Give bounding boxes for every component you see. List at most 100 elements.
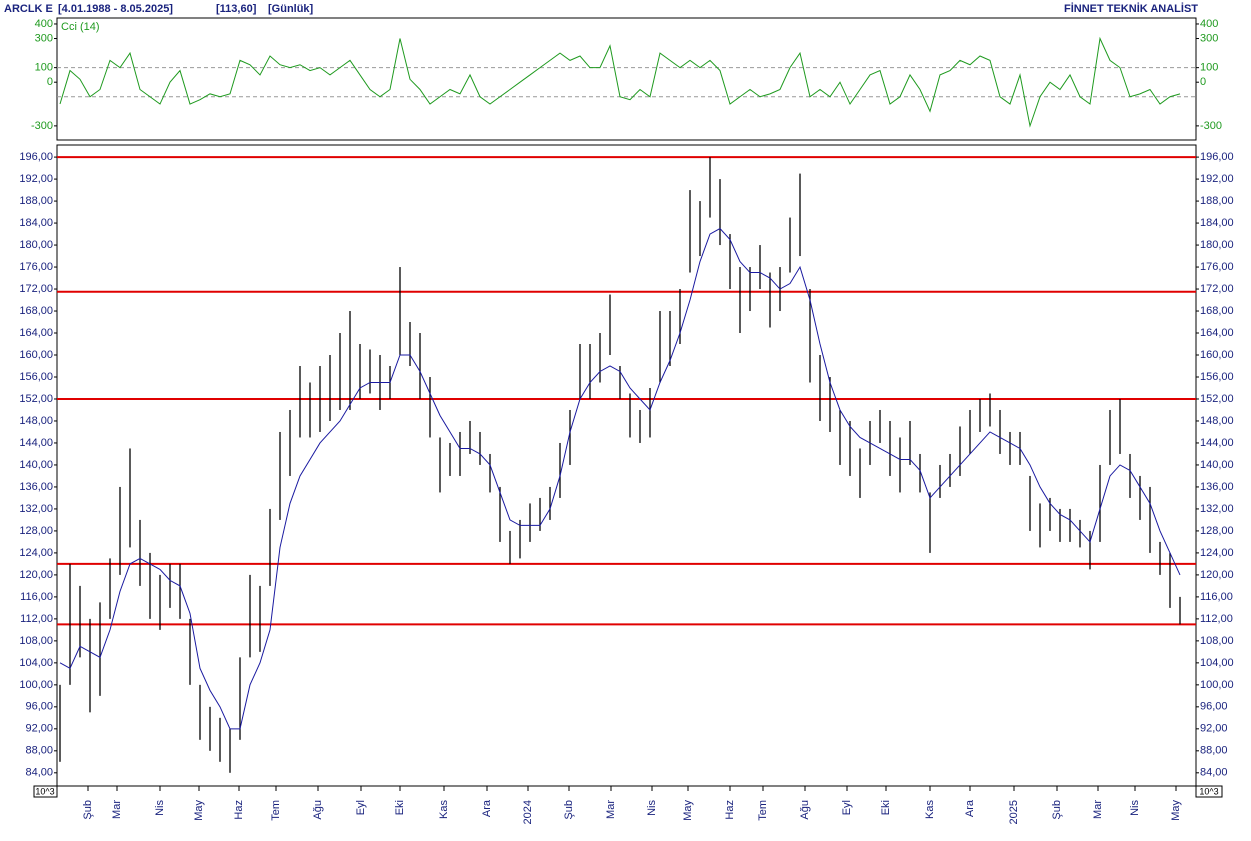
y-tick-label: 96,00 — [1200, 701, 1228, 713]
x-tick-label: Şub — [1051, 800, 1063, 820]
scale-box — [1195, 785, 1223, 798]
x-tick-label: Kas — [438, 800, 450, 819]
y-tick-label: 160,00 — [1200, 349, 1234, 361]
x-tick-label: Haz — [724, 800, 736, 820]
scale-label: 10^3 — [1199, 786, 1218, 796]
x-tick-label: Mar — [111, 800, 123, 819]
y-tick-label: 84,00 — [25, 767, 53, 779]
y-tick-label: 176,00 — [1200, 261, 1234, 273]
y-tick-label: 148,00 — [19, 415, 53, 427]
x-tick-label: Mar — [1092, 800, 1104, 819]
y-tick-label: 148,00 — [1200, 415, 1234, 427]
y-tick-label: 0 — [47, 76, 53, 88]
y-tick-label: 152,00 — [19, 393, 53, 405]
x-tick-label: Şub — [82, 800, 94, 820]
y-tick-label: 100,00 — [19, 679, 53, 691]
date-range: [4.01.1988 - 8.05.2025] — [58, 3, 173, 15]
x-tick-label: May — [682, 800, 694, 821]
y-tick-label: 180,00 — [19, 239, 53, 251]
y-tick-label: 92,00 — [1200, 723, 1228, 735]
y-tick-label: 104,00 — [1200, 657, 1234, 669]
y-tick-label: 400 — [35, 18, 53, 30]
y-tick-label: 112,00 — [20, 613, 53, 625]
y-tick-label: 120,00 — [19, 569, 53, 581]
y-tick-label: 100,00 — [1200, 679, 1234, 691]
y-tick-label: 300 — [1200, 32, 1218, 44]
y-tick-label: -300 — [1200, 120, 1222, 132]
y-tick-label: 124,00 — [1200, 547, 1234, 559]
cci-panel — [56, 17, 1197, 141]
y-tick-label: 192,00 — [19, 173, 53, 185]
y-tick-label: 400 — [1200, 18, 1218, 30]
x-tick-label: Eki — [880, 800, 892, 815]
x-tick-label: Eyl — [355, 800, 367, 815]
y-tick-label: 128,00 — [1200, 525, 1234, 537]
y-tick-label: 184,00 — [19, 217, 53, 229]
y-tick-label: 140,00 — [1200, 459, 1234, 471]
x-tick-label: May — [193, 800, 205, 821]
y-tick-label: 136,00 — [19, 481, 53, 493]
x-tick-label: Eyl — [841, 800, 853, 815]
y-tick-label: 164,00 — [1200, 327, 1234, 339]
y-tick-label: 100 — [35, 62, 53, 74]
x-tick-label: Ara — [481, 799, 493, 817]
y-tick-label: 132,00 — [1200, 503, 1234, 515]
y-tick-label: 144,00 — [1200, 437, 1234, 449]
last-price: [113,60] — [216, 3, 257, 15]
x-tick-label: 2025 — [1008, 800, 1020, 824]
y-tick-label: 192,00 — [1200, 173, 1234, 185]
y-tick-label: 188,00 — [1200, 195, 1234, 207]
x-tick-label: Ağu — [799, 800, 811, 820]
y-tick-label: 196,00 — [19, 151, 53, 163]
y-tick-label: 136,00 — [1200, 481, 1234, 493]
scale-label: 10^3 — [35, 786, 54, 796]
y-tick-label: 172,00 — [1200, 283, 1234, 295]
x-tick-label: Eki — [394, 800, 406, 815]
y-tick-label: 196,00 — [1200, 151, 1234, 163]
x-tick-label: Haz — [233, 800, 245, 820]
y-tick-label: 128,00 — [19, 525, 53, 537]
x-tick-label: Tem — [270, 800, 282, 821]
y-tick-label: 152,00 — [1200, 393, 1234, 405]
cci-label: Cci (14) — [61, 21, 100, 33]
y-tick-label: 168,00 — [19, 305, 53, 317]
y-tick-label: 188,00 — [19, 195, 53, 207]
y-tick-label: 116,00 — [20, 591, 53, 603]
y-tick-label: 108,00 — [19, 635, 53, 647]
cci-line — [59, 36, 1181, 128]
price-panel — [56, 144, 1197, 787]
x-tick-label: Ara — [964, 799, 976, 817]
y-tick-label: 92,00 — [25, 723, 53, 735]
x-tick-label: Şub — [563, 800, 575, 820]
y-tick-label: 0 — [1200, 76, 1206, 88]
y-tick-label: 108,00 — [1200, 635, 1234, 647]
y-tick-label: 180,00 — [1200, 239, 1234, 251]
y-tick-label: -300 — [31, 120, 53, 132]
y-tick-label: 300 — [35, 32, 53, 44]
y-tick-label: 140,00 — [19, 459, 53, 471]
x-tick-label: Ağu — [312, 800, 324, 820]
y-tick-label: 112,00 — [1200, 613, 1233, 625]
y-tick-label: 116,00 — [1200, 591, 1233, 603]
y-tick-label: 144,00 — [19, 437, 53, 449]
x-tick-label: Mar — [605, 800, 617, 819]
x-tick-label: Kas — [924, 800, 936, 819]
y-tick-label: 164,00 — [19, 327, 53, 339]
period: [Günlük] — [268, 3, 314, 15]
y-tick-label: 156,00 — [19, 371, 53, 383]
y-tick-label: 172,00 — [19, 283, 53, 295]
symbol: ARCLK E — [4, 3, 53, 15]
y-tick-label: 132,00 — [19, 503, 53, 515]
x-tick-label: 2024 — [522, 800, 534, 824]
y-tick-label: 124,00 — [19, 547, 53, 559]
y-tick-label: 160,00 — [19, 349, 53, 361]
x-tick-label: Nis — [154, 800, 166, 816]
y-tick-label: 100 — [1200, 62, 1218, 74]
x-tick-label: Nis — [646, 800, 658, 816]
vendor: FİNNET TEKNİK ANALİST — [1064, 2, 1198, 15]
x-tick-label: May — [1170, 800, 1182, 821]
y-tick-label: 184,00 — [1200, 217, 1234, 229]
y-tick-label: 156,00 — [1200, 371, 1234, 383]
